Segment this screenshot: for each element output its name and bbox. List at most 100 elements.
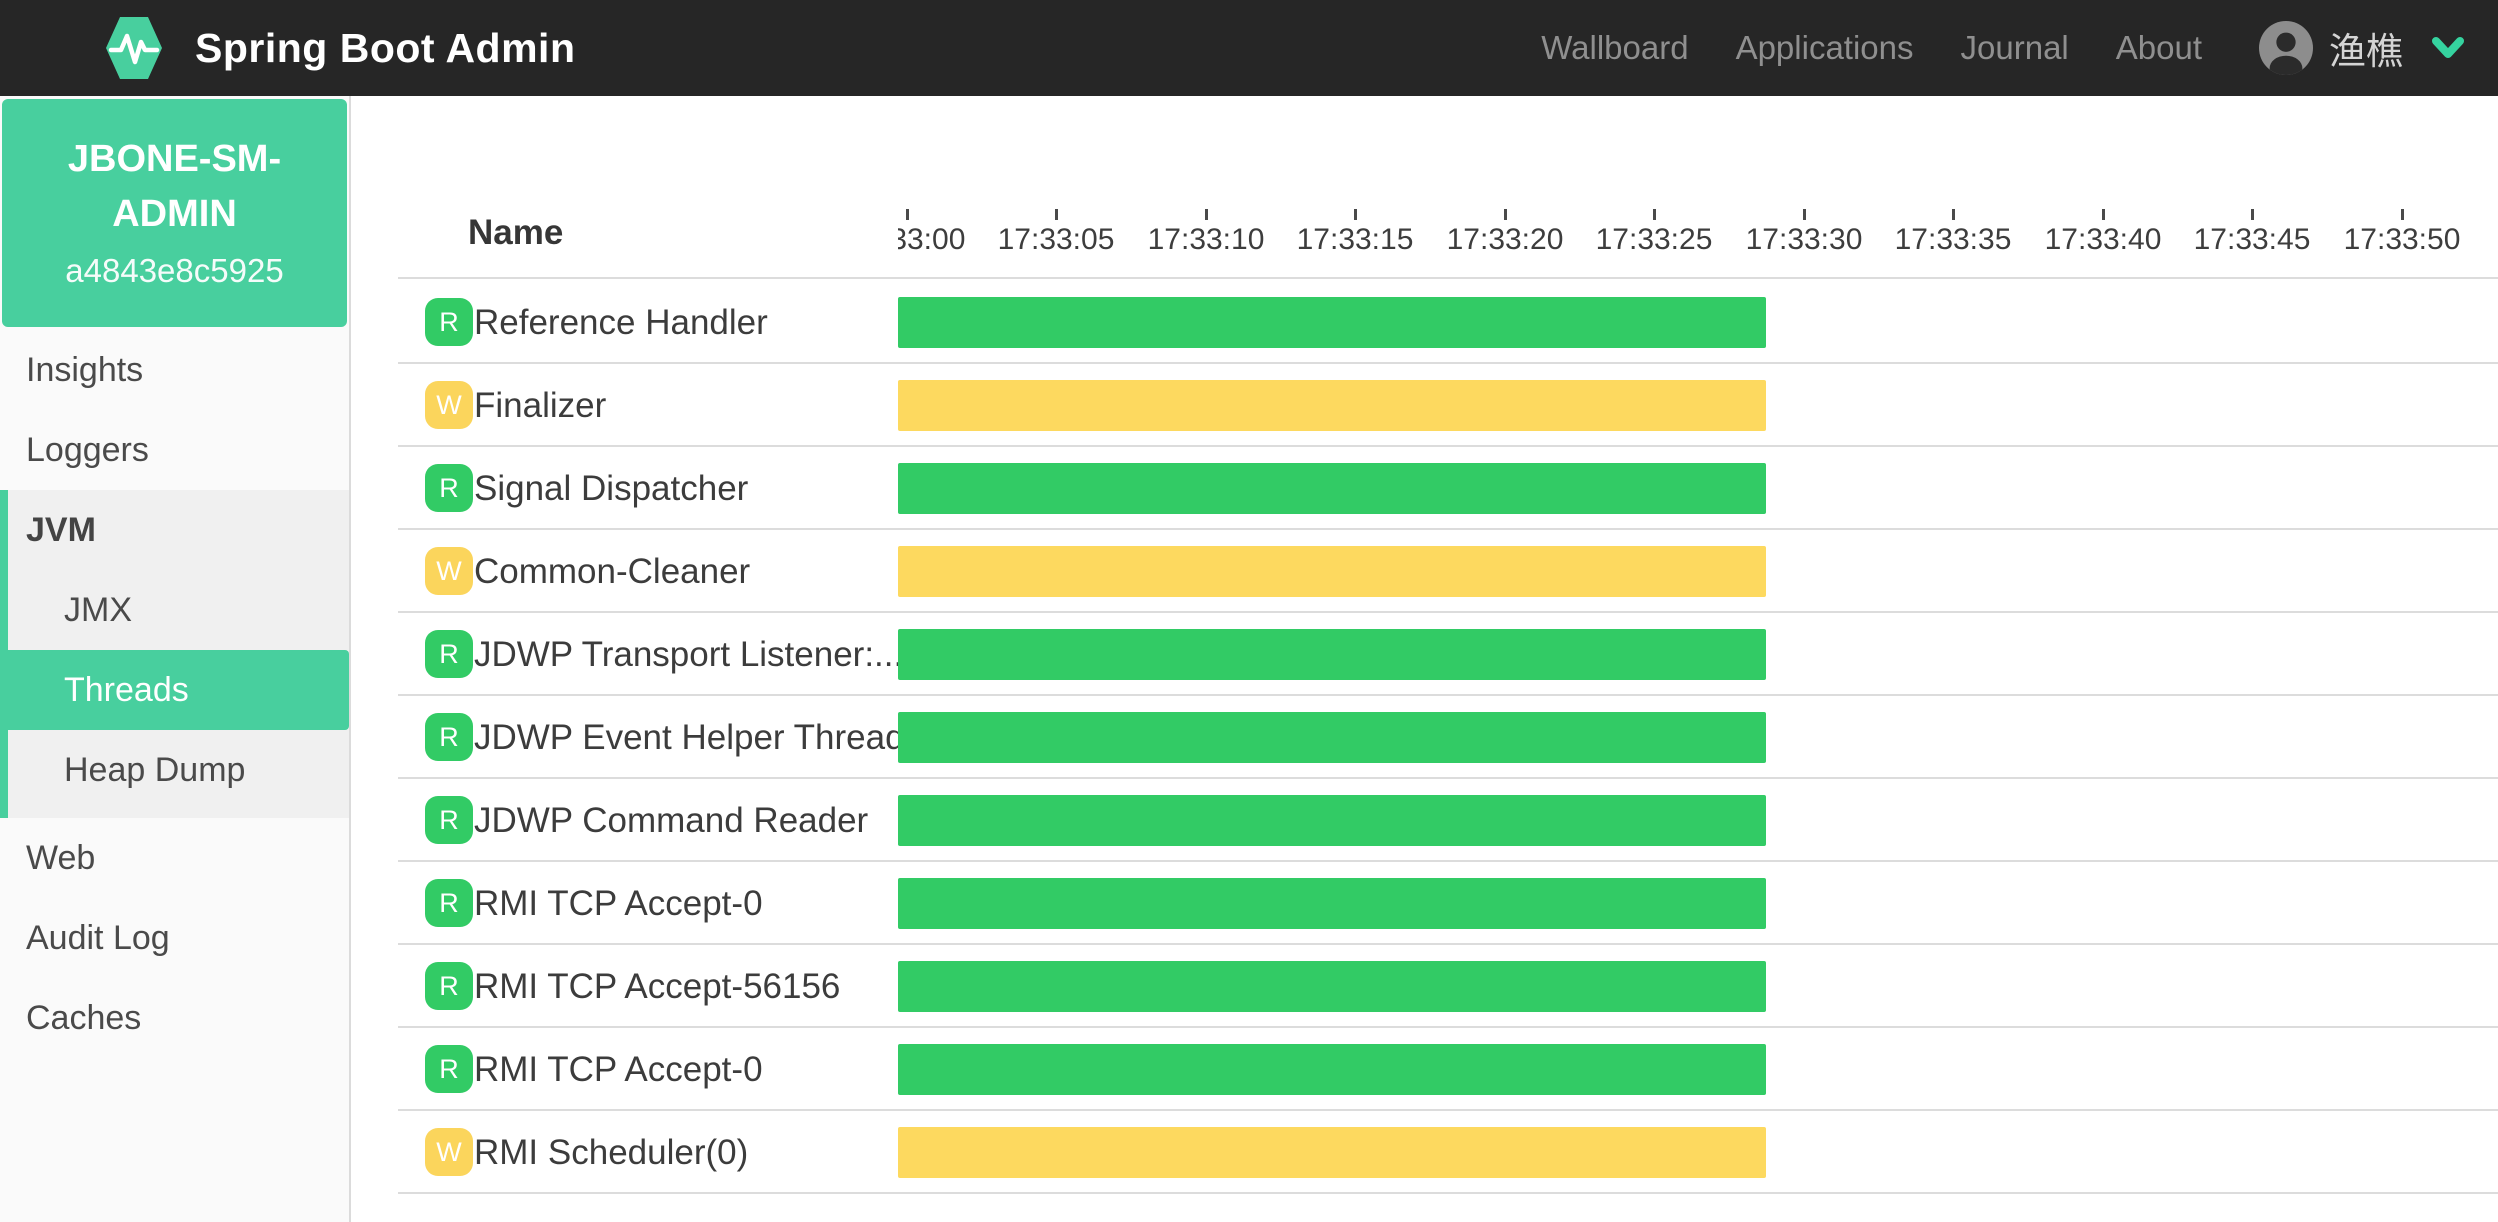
thread-timeline-bar[interactable] <box>898 380 1766 431</box>
tick-mark <box>1803 209 1806 220</box>
thread-timeline-bar[interactable] <box>898 795 1766 846</box>
thread-state-badge: W <box>425 547 473 595</box>
tick-label: 17:33:40 <box>2044 223 2162 256</box>
tick-mark <box>2102 209 2105 220</box>
table-row[interactable]: R JDWP Command Reader <box>398 779 2498 862</box>
tick-mark <box>2251 209 2254 220</box>
thread-state-badge: R <box>425 796 473 844</box>
thread-name: JDWP Command Reader <box>474 800 869 840</box>
navbar-links: Wallboard Applications Journal About 渔樵 <box>1541 21 2465 75</box>
thread-state-badge: W <box>425 381 473 429</box>
table-row[interactable]: W Finalizer <box>398 364 2498 447</box>
tick-label: 17:33:45 <box>2193 223 2311 256</box>
table-row[interactable]: R JDWP Event Helper Thread <box>398 696 2498 779</box>
instance-id: a4843e8c5925 <box>65 252 284 289</box>
sidebar-group-jvm-label: JVM <box>26 510 96 549</box>
nav-link-applications[interactable]: Applications <box>1735 29 1914 66</box>
sidebar: JBONE-SM-ADMIN a4843e8c5925 Insights Log… <box>0 96 351 1222</box>
thread-name: JDWP Event Helper Thread <box>474 717 905 757</box>
thread-timeline-bar[interactable] <box>898 712 1766 763</box>
thread-name: Reference Handler <box>474 302 768 342</box>
tick-mark <box>1952 209 1955 220</box>
sidebar-item-insights[interactable]: Insights <box>26 350 144 389</box>
brand[interactable]: Spring Boot Admin <box>106 17 575 79</box>
thread-state-badge: R <box>425 298 473 346</box>
thread-timeline-bar[interactable] <box>898 878 1766 929</box>
thread-state-badge: R <box>425 464 473 512</box>
table-row[interactable]: R Signal Dispatcher <box>398 447 2498 530</box>
table-row[interactable]: W Common-Cleaner <box>398 530 2498 613</box>
sidebar-group-jvm: JVM JMX Threads Heap Dump <box>0 490 349 818</box>
threads-table-header: Name 17:33:00 17:33:05 17:33:10 17:33:15… <box>398 96 2498 279</box>
thread-state-badge: W <box>425 1128 473 1176</box>
sidebar-item-audit-log[interactable]: Audit Log <box>26 918 170 957</box>
sidebar-item-loggers[interactable]: Loggers <box>26 430 149 469</box>
thread-timeline-bar[interactable] <box>898 546 1766 597</box>
thread-state-badge: R <box>425 713 473 761</box>
tick-label: 17:33:00 <box>898 223 966 256</box>
thread-name: JDWP Transport Listener:... <box>474 634 904 674</box>
tick-mark <box>1504 209 1507 220</box>
thread-timeline-bar[interactable] <box>898 297 1766 348</box>
thread-timeline-bar[interactable] <box>898 1127 1766 1178</box>
name-column-header: Name <box>468 213 564 252</box>
thread-state-badge: R <box>425 879 473 927</box>
thread-timeline-bar[interactable] <box>898 1044 1766 1095</box>
thread-name: Common-Cleaner <box>474 551 751 591</box>
tick-label: 17:33:25 <box>1595 223 1713 256</box>
tick-mark <box>1055 209 1058 220</box>
sidebar-menu: Insights Loggers JVM JMX Threads Heap Du… <box>0 330 349 1058</box>
table-row[interactable]: W RMI Scheduler(0) <box>398 1111 2498 1194</box>
spring-boot-admin-logo-icon <box>106 17 162 79</box>
thread-name: Signal Dispatcher <box>474 468 749 508</box>
thread-timeline-bar[interactable] <box>898 463 1766 514</box>
tick-mark <box>1354 209 1357 220</box>
chevron-down-icon[interactable] <box>2431 36 2465 60</box>
user-name: 渔樵 <box>2329 31 2403 72</box>
table-row[interactable]: R RMI TCP Accept-0 <box>398 1028 2498 1111</box>
table-row[interactable]: R RMI TCP Accept-0 <box>398 862 2498 945</box>
user-avatar-icon <box>2259 21 2313 75</box>
table-row[interactable]: R RMI TCP Accept-56156 <box>398 945 2498 1028</box>
thread-name: RMI Scheduler(0) <box>474 1132 749 1172</box>
tick-mark <box>1205 209 1208 220</box>
threads-table: Name 17:33:00 17:33:05 17:33:10 17:33:15… <box>398 96 2498 1222</box>
tick-label: 17:33:10 <box>1147 223 1265 256</box>
thread-state-badge: R <box>425 962 473 1010</box>
tick-mark <box>1653 209 1656 220</box>
nav-link-journal[interactable]: Journal <box>1960 29 2069 66</box>
thread-state-badge: R <box>425 630 473 678</box>
sidebar-item-web[interactable]: Web <box>26 838 96 877</box>
tick-label: 17:33:05 <box>997 223 1115 256</box>
thread-name: RMI TCP Accept-0 <box>474 883 763 923</box>
tick-label: 17:33:20 <box>1446 223 1564 256</box>
table-row[interactable]: R JDWP Transport Listener:... <box>398 613 2498 696</box>
app-title: Spring Boot Admin <box>195 24 576 71</box>
instance-name: JBONE-SM-ADMIN <box>67 138 282 235</box>
threads-panel: Name 17:33:00 17:33:05 17:33:10 17:33:15… <box>353 96 2498 1222</box>
thread-timeline-bar[interactable] <box>898 629 1766 680</box>
thread-rows: R Reference Handler W Finalizer R Signal… <box>398 281 2498 1194</box>
tick-label: 17:33:50 <box>2343 223 2461 256</box>
thread-timeline-bar[interactable] <box>898 961 1766 1012</box>
top-navbar: Spring Boot Admin Wallboard Applications… <box>0 0 2498 96</box>
thread-name: RMI TCP Accept-0 <box>474 1049 763 1089</box>
tick-label: 17:33:15 <box>1296 223 1414 256</box>
table-row[interactable]: R Reference Handler <box>398 281 2498 364</box>
tick-mark <box>906 209 909 220</box>
sidebar-item-jmx[interactable]: JMX <box>64 590 132 629</box>
tick-label: 17:33:30 <box>1745 223 1863 256</box>
thread-state-badge: R <box>425 1045 473 1093</box>
thread-name: RMI TCP Accept-56156 <box>474 966 841 1006</box>
nav-link-about[interactable]: About <box>2115 29 2202 66</box>
sidebar-item-caches[interactable]: Caches <box>26 998 142 1037</box>
thread-name: Finalizer <box>474 385 607 425</box>
tick-label: 17:33:35 <box>1894 223 2012 256</box>
instance-card[interactable]: JBONE-SM-ADMIN a4843e8c5925 <box>2 99 347 327</box>
user-menu[interactable]: 渔樵 <box>2259 21 2465 75</box>
tick-mark <box>2401 209 2404 220</box>
sidebar-item-threads[interactable]: Threads <box>8 650 349 730</box>
nav-link-wallboard[interactable]: Wallboard <box>1541 29 1689 66</box>
sidebar-item-heap-dump[interactable]: Heap Dump <box>64 750 246 789</box>
time-axis: 17:33:00 17:33:05 17:33:10 17:33:15 17:3… <box>898 96 2498 277</box>
